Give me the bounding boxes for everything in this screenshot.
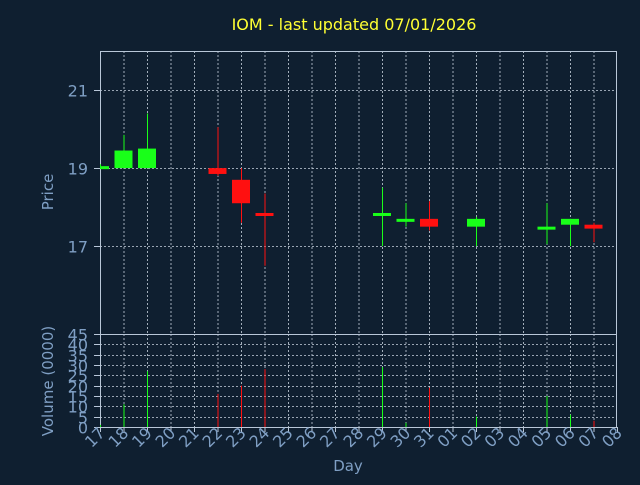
x-axis-label: Day <box>333 457 363 475</box>
price-frame <box>100 51 617 335</box>
volume-tick-label: 10 <box>68 398 88 417</box>
volume-tick-label: 30 <box>68 357 88 376</box>
candle-body <box>232 179 250 204</box>
volume-tick-label: 15 <box>68 388 88 407</box>
candle-body <box>537 226 556 230</box>
chart-title: IOM - last updated 07/01/2026 <box>232 15 477 34</box>
volume-axis-label: Volume (0000) <box>39 326 57 436</box>
candle-body <box>100 166 109 170</box>
candle-body <box>467 218 485 227</box>
volume-tick-label: 40 <box>68 336 88 355</box>
candle-body <box>420 218 438 227</box>
volume-frame <box>100 334 617 428</box>
candle-body <box>208 168 227 174</box>
volume-tick-label: 0 <box>78 419 88 438</box>
volume-tick-label: 5 <box>78 409 88 428</box>
x-tick-labels: 1718192021222324252627282930310102030405… <box>81 423 626 451</box>
candle-body <box>114 150 133 169</box>
price-tick-label: 21 <box>68 82 88 101</box>
candle-body <box>373 212 391 216</box>
candle-body <box>255 212 274 216</box>
price-tick-label: 17 <box>68 238 88 257</box>
candle-body <box>584 224 603 229</box>
volume-tick-label: 20 <box>68 378 88 397</box>
volume-tick-label: 45 <box>68 326 88 345</box>
candle-body <box>396 218 415 222</box>
price-axis-label: Price <box>39 174 57 211</box>
volume-tick-label: 25 <box>68 367 88 386</box>
candle-body <box>138 148 156 169</box>
volume-tick-label: 35 <box>68 347 88 366</box>
price-tick-label: 19 <box>68 160 88 179</box>
candle-body <box>561 218 579 225</box>
price-panel: 21 19 17 <box>68 51 617 335</box>
